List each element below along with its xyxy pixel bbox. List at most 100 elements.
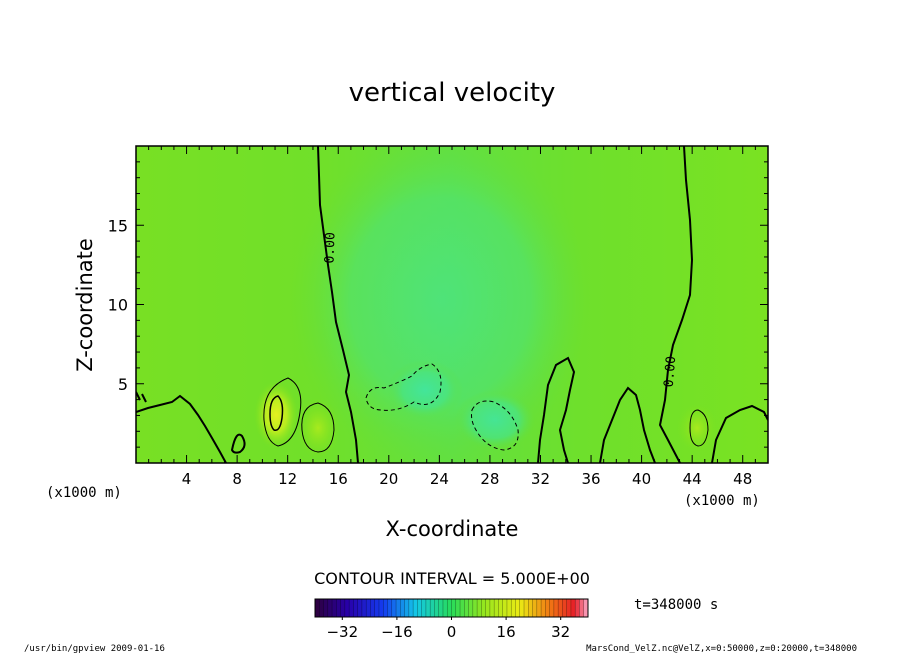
zero-contour-surface-right — [599, 386, 768, 463]
colorbar-segment — [438, 599, 444, 617]
colorbar-segment — [477, 599, 482, 617]
footer-left: /usr/bin/gpview 2009-01-16 — [24, 644, 165, 654]
y-axis-label: Z-coordinate — [73, 238, 97, 372]
footer-right: MarsCond_VelZ.nc@VelZ,x=0:50000,z=0:2000… — [586, 644, 857, 654]
colorbar-segment — [447, 599, 452, 617]
colorbar-segment — [455, 599, 461, 617]
negative-contour-low — [471, 400, 519, 451]
colorbar-segment — [396, 599, 401, 617]
colorbar-segment — [434, 599, 440, 617]
colorbar-segment — [579, 599, 585, 617]
x-tick-label: 32 — [531, 470, 550, 488]
plot-area — [136, 146, 768, 463]
colorbar-segment — [366, 599, 371, 617]
colorbar-segment — [421, 599, 427, 617]
colorbar-segment — [553, 599, 559, 617]
x-axis-label: X-coordinate — [386, 517, 519, 541]
colorbar-segment — [442, 599, 448, 617]
colorbar-segment — [528, 599, 533, 617]
colorbar-segment — [536, 599, 542, 617]
colorbar-segment — [332, 599, 337, 617]
colorbar-segment — [408, 599, 414, 617]
colorbar-segment — [558, 599, 563, 617]
colorbar-segment — [498, 599, 504, 617]
colorbar-segment — [349, 599, 354, 617]
colorbar-segment — [515, 599, 521, 617]
yellow-updraft-right — [677, 404, 717, 452]
colorbar-segment — [430, 599, 435, 617]
colorbar-segment — [532, 599, 538, 617]
colorbar-segment — [353, 599, 359, 617]
colorbar-segment — [566, 599, 572, 617]
colorbar-tick-label: −32 — [326, 623, 358, 641]
colorbar-segment — [575, 599, 580, 617]
colorbar-segment — [319, 599, 324, 617]
colorbar-segment — [472, 599, 478, 617]
colorbar-segment — [417, 599, 423, 617]
colorbar-tick-label: −16 — [381, 623, 413, 641]
colorbar-segment — [391, 599, 397, 617]
y-axis-ticks: 5 10 15 — [108, 161, 768, 448]
colorbar-segment — [583, 599, 589, 617]
x-tick-label: 40 — [632, 470, 651, 488]
colorbar-segment — [383, 599, 388, 617]
colorbar-tick-label: 16 — [497, 623, 516, 641]
x-tick-label: 8 — [232, 470, 242, 488]
positive-contour-second — [301, 402, 335, 453]
colorbar-segment — [519, 599, 525, 617]
positive-contour-main-inner — [269, 395, 284, 431]
x-axis-unit-right: (x1000 m) — [684, 493, 760, 509]
colorbar-segment — [541, 599, 546, 617]
colorbar-segment — [400, 599, 405, 617]
colorbar-tick-label: 32 — [551, 623, 570, 641]
colorbar-segment — [545, 599, 551, 617]
time-label: t=348000 s — [634, 597, 718, 613]
colorbar-segment — [344, 599, 350, 617]
x-tick-label: 36 — [581, 470, 600, 488]
colorbar-segment — [370, 599, 376, 617]
colorbar-segment — [481, 599, 487, 617]
zero-contour-small-loop — [230, 433, 246, 454]
contour-label-right: 0.00 — [662, 355, 680, 388]
colorbar-segment — [327, 599, 333, 617]
x-tick-label: 44 — [683, 470, 702, 488]
colorbar-tick-label: 0 — [447, 623, 457, 641]
colorbar-segment — [378, 599, 384, 617]
colorbar-segment — [570, 599, 576, 617]
chart-title: vertical velocity — [349, 78, 556, 108]
colorbar — [314, 599, 589, 617]
colorbar-ticks: −32 −16 0 16 32 — [326, 617, 570, 641]
colorbar-segment — [357, 599, 363, 617]
positive-contour-main — [263, 377, 302, 447]
colorbar-segment — [413, 599, 418, 617]
colorbar-segment — [387, 599, 393, 617]
colorbar-segment — [485, 599, 491, 617]
colorbar-segment — [323, 599, 329, 617]
colorbar-segment — [511, 599, 516, 617]
cyan-region-center — [290, 146, 590, 463]
y-tick-label: 10 — [108, 296, 128, 315]
y-tick-label: 15 — [108, 216, 128, 235]
zero-contour-surface-center — [537, 356, 576, 463]
colorbar-segment — [562, 599, 568, 617]
colorbar-segment — [468, 599, 474, 617]
colorbar-segment — [361, 599, 367, 617]
colorbar-segment — [506, 599, 512, 617]
colorbar-segment — [502, 599, 508, 617]
x-axis-ticks: 4 8 12 16 20 24 28 32 36 40 44 48 — [148, 146, 756, 488]
colorbar-segment — [451, 599, 457, 617]
contour-interval-label: CONTOUR INTERVAL = 5.000E+00 — [314, 569, 590, 588]
colorbar-segment — [460, 599, 465, 617]
colorbar-segment — [524, 599, 529, 617]
negative-contour-mid — [365, 363, 442, 411]
x-tick-label: 12 — [278, 470, 297, 488]
colorbar-segment — [425, 599, 431, 617]
yellow-updraft-main — [254, 381, 298, 449]
colorbar-segment — [340, 599, 346, 617]
x-axis-unit-left: (x1000 m) — [46, 485, 122, 501]
colorbar-segment — [549, 599, 555, 617]
yellow-updraft-second — [296, 398, 340, 458]
colorbar-segment — [374, 599, 380, 617]
colorbar-segment — [464, 599, 469, 617]
